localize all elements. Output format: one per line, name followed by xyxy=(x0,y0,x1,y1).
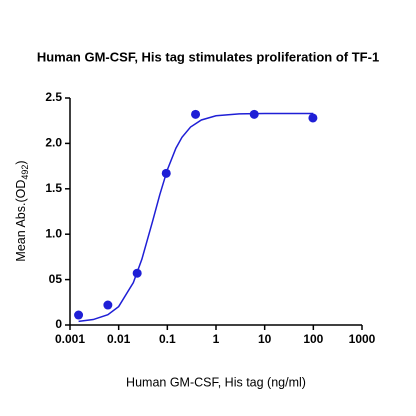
x-axis-label: Human GM-CSF, His tag (ng/ml) xyxy=(126,375,306,389)
x-tick-label: 0.1 xyxy=(159,332,176,346)
x-tick-label: 1 xyxy=(213,332,220,346)
data-point xyxy=(103,300,113,310)
chart-title: Human GM-CSF, His tag stimulates prolife… xyxy=(37,49,379,64)
data-point xyxy=(308,113,318,123)
data-point xyxy=(191,109,201,119)
data-point xyxy=(74,310,84,320)
y-tick-label: 05 xyxy=(49,272,63,286)
y-tick-label: 1.5 xyxy=(45,181,62,195)
y-axis-label-subscript: 492 xyxy=(20,165,30,180)
y-axis-label-main: Mean Abs.(OD xyxy=(14,180,28,262)
y-tick-label: 0 xyxy=(55,317,62,331)
data-point xyxy=(132,268,142,278)
x-tick-label: 10 xyxy=(258,332,272,346)
x-tick-label: 100 xyxy=(303,332,323,346)
y-tick-label: 2.5 xyxy=(45,90,62,104)
x-tick-label: 1000 xyxy=(349,332,376,346)
fit-curve xyxy=(78,112,314,323)
y-axis-label-end: ) xyxy=(14,160,28,164)
data-point xyxy=(249,109,259,119)
data-point xyxy=(161,168,171,178)
y-tick-label: 1.0 xyxy=(45,226,62,240)
y-axis-label: Mean Abs.(OD492) xyxy=(14,160,30,261)
x-tick-label: 0.01 xyxy=(107,332,131,346)
x-tick-label: 0.001 xyxy=(55,332,85,346)
y-tick-label: 2.0 xyxy=(45,136,62,150)
